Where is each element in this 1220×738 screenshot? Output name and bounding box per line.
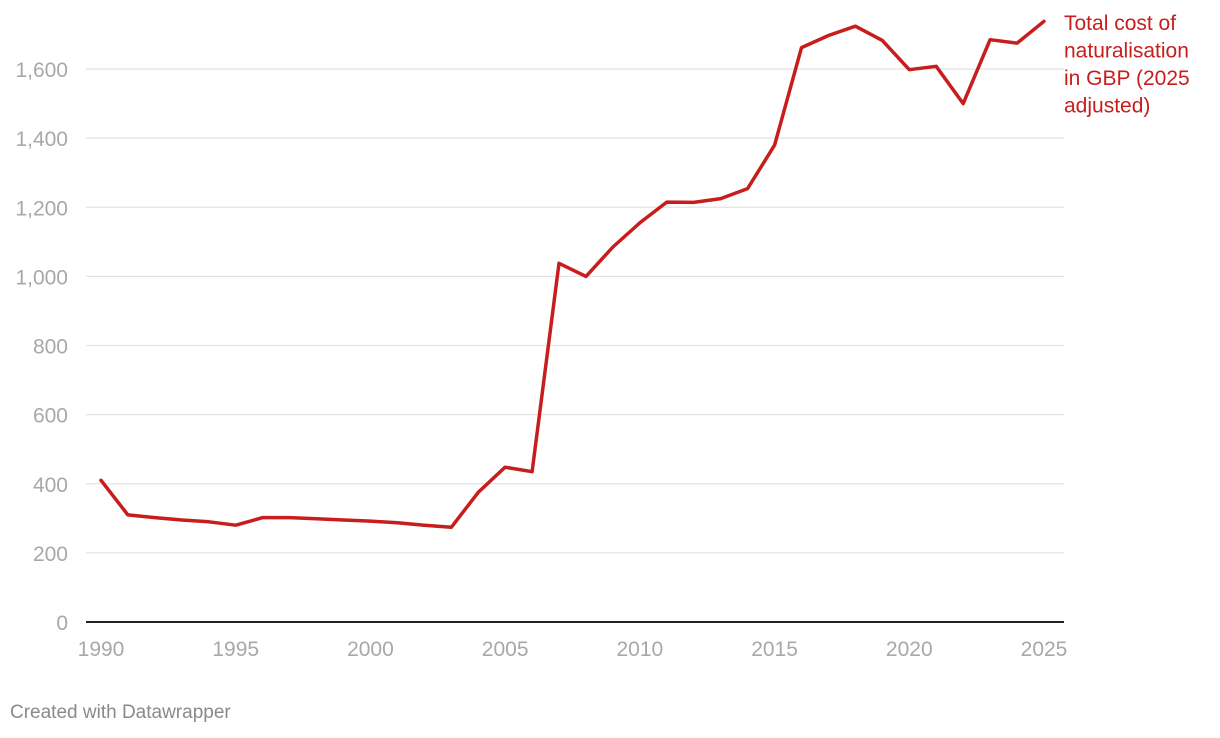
series-lines <box>99 19 1046 530</box>
series-label-line: in GBP (2025 <box>1064 67 1190 90</box>
series-label-line: naturalisation <box>1064 40 1189 63</box>
x-tick-label: 2000 <box>347 638 394 661</box>
y-tick-label: 1,000 <box>15 266 68 289</box>
x-axis: 1990 1995 2000 2005 2010 2015 2020 2025 <box>78 638 1068 661</box>
x-tick-label: 2020 <box>886 638 933 661</box>
y-tick-label: 1,200 <box>15 197 68 220</box>
y-tick-label: 600 <box>33 405 68 428</box>
x-tick-label: 2015 <box>751 638 798 661</box>
credit-text: Created with Datawrapper <box>10 702 231 723</box>
x-tick-label: 2025 <box>1021 638 1068 661</box>
series-line <box>99 19 1046 530</box>
series-labels: Total cost of naturalisation in GBP (2025 a… <box>1064 12 1190 118</box>
y-axis: 0 200 400 600 800 1,000 1,200 1,400 1,600 <box>15 59 68 635</box>
series-label-line: Total cost of <box>1064 12 1176 35</box>
x-tick-label: 2005 <box>482 638 529 661</box>
y-tick-label: 800 <box>33 336 68 359</box>
series-label-line: adjusted) <box>1064 95 1150 118</box>
gridlines <box>86 68 1064 623</box>
series-label: Total cost of naturalisation in GBP (2025 a… <box>1064 12 1190 118</box>
y-tick-label: 0 <box>56 612 68 635</box>
x-tick-label: 1990 <box>78 638 125 661</box>
x-tick-label: 1995 <box>212 638 259 661</box>
y-tick-label: 1,600 <box>15 59 68 82</box>
y-tick-label: 200 <box>33 543 68 566</box>
y-tick-label: 400 <box>33 474 68 497</box>
y-tick-label: 1,400 <box>15 128 68 151</box>
x-tick-label: 2010 <box>616 638 663 661</box>
